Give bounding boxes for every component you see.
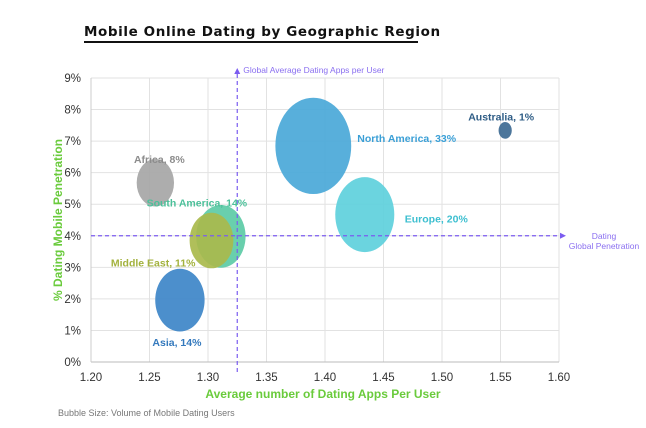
x-tick-label: 1.55 (489, 372, 511, 384)
chart-title: Mobile Online Dating by Geographic Regio… (84, 24, 441, 40)
y-tick-label: 0% (64, 357, 81, 369)
bubble (136, 159, 175, 207)
y-tick-label: 3% (64, 262, 81, 274)
y-tick-label: 5% (64, 199, 81, 211)
bubble-label: Asia, 14% (152, 337, 202, 349)
x-axis-title: Average number of Dating Apps Per User (205, 387, 440, 401)
bubble-labels: North America, 33% Australia, 1% Africa, 8… (111, 111, 535, 349)
horizontal-reference-label-1: Dating (592, 231, 617, 241)
bubble-label: Europe, 20% (405, 214, 469, 226)
y-tick-label: 4% (64, 231, 81, 243)
y-tick-label: 2% (64, 294, 81, 306)
bubble-label: Africa, 8% (134, 154, 185, 166)
reference-lines (91, 68, 566, 372)
bubble-label: South America, 14% (147, 197, 248, 209)
y-tick-label: 9% (64, 73, 81, 85)
footnote: Bubble Size: Volume of Mobile Dating Use… (58, 408, 235, 418)
bubble-label: Australia, 1% (468, 111, 535, 123)
bubble (155, 268, 205, 332)
arrow-right-icon (560, 232, 566, 239)
x-tick-label: 1.45 (372, 372, 394, 384)
x-tick-label: 1.60 (548, 372, 570, 384)
bubble (498, 122, 512, 139)
y-tick-label: 1% (64, 325, 81, 337)
bubbles (136, 97, 512, 332)
bubble (275, 97, 352, 194)
ticks: 1.20 1.25 1.30 1.35 1.40 1.45 1.50 1.55 1.60 0% 1%… (64, 73, 570, 384)
x-tick-label: 1.50 (431, 372, 453, 384)
y-tick-label: 8% (64, 105, 81, 117)
horizontal-reference-label-2: Global Penetration (569, 241, 640, 251)
x-tick-label: 1.35 (255, 372, 277, 384)
bubble-label: North America, 33% (357, 133, 456, 145)
bubble-label: Middle East, 11% (111, 258, 196, 270)
bubble (189, 212, 234, 269)
y-tick-label: 6% (64, 168, 81, 180)
bubble (335, 177, 395, 253)
x-tick-label: 1.40 (314, 372, 336, 384)
y-tick-label: 7% (64, 136, 81, 148)
x-tick-label: 1.20 (80, 372, 102, 384)
x-tick-label: 1.30 (197, 372, 219, 384)
x-tick-label: 1.25 (138, 372, 160, 384)
vertical-reference-label: Global Average Dating Apps per User (243, 65, 384, 75)
arrow-up-icon (234, 68, 241, 74)
y-axis-title: % Dating Mobile Penetration (51, 139, 65, 301)
